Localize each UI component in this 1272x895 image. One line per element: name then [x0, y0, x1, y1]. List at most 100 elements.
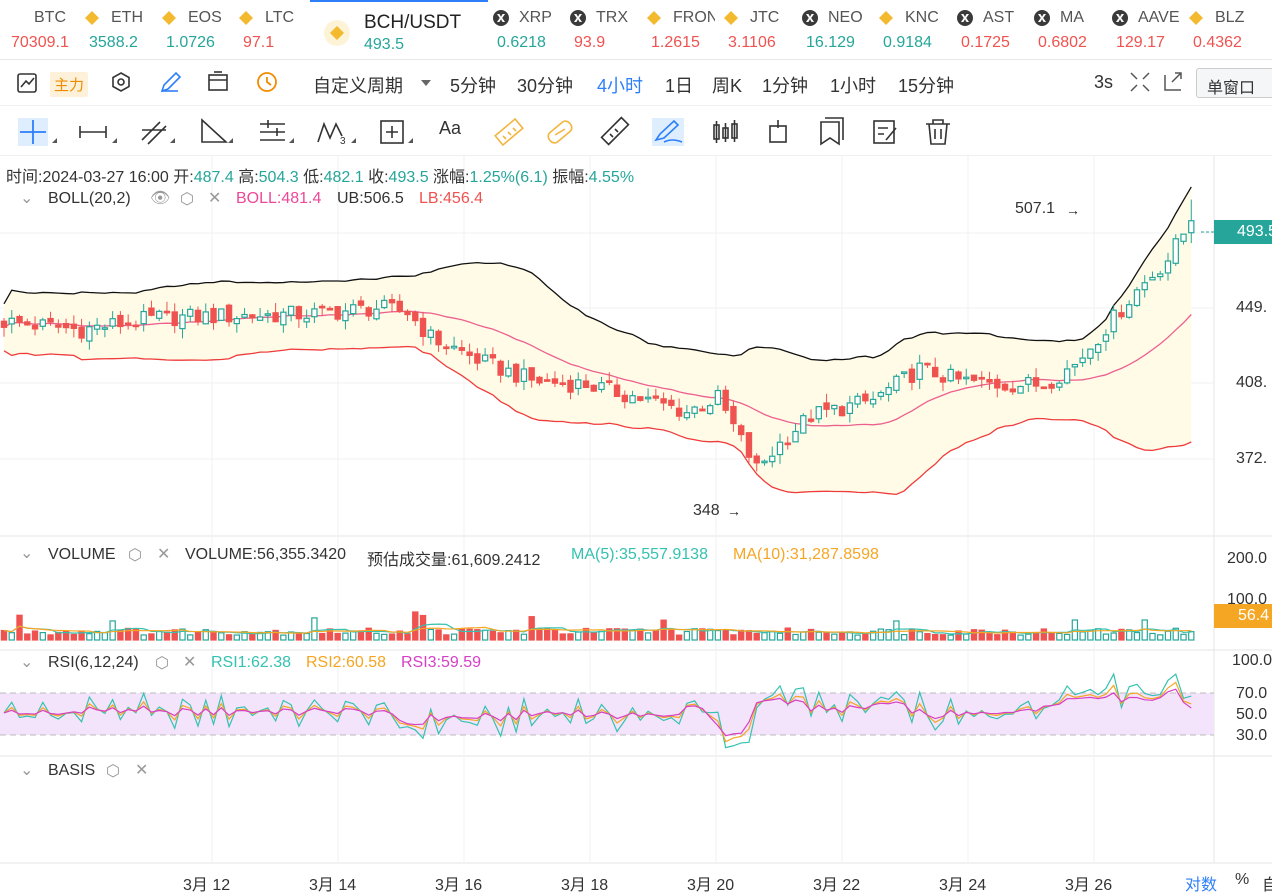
exchange-coin-icon	[957, 10, 973, 26]
ticker-xrp[interactable]: XRP 0.6218	[493, 0, 574, 59]
volume-bar	[396, 630, 403, 641]
time-axis-label: 3月 12	[183, 877, 231, 894]
period-tab[interactable]: 4小时	[597, 76, 644, 96]
collapse-basis-icon[interactable]: ⌄	[20, 762, 34, 779]
volume-close-icon[interactable]: ✕	[157, 546, 171, 563]
boll-close-icon[interactable]: ✕	[208, 190, 222, 207]
add-indicator-icon[interactable]	[380, 120, 413, 144]
period-tab[interactable]: 1日	[665, 76, 694, 96]
volume-bar	[148, 633, 155, 641]
ticker-front[interactable]: FRONT 1.2615	[647, 0, 728, 59]
amplitude-value: 4.55%	[588, 169, 635, 186]
layout-icon[interactable]	[208, 71, 228, 91]
trash-icon[interactable]	[926, 119, 950, 145]
candles-icon[interactable]	[713, 120, 738, 143]
ticker-eos[interactable]: EOS 1.0726	[162, 0, 243, 59]
window-mode-select[interactable]: 单窗口	[1196, 68, 1272, 98]
period-tab[interactable]: 1小时	[830, 76, 877, 96]
clock-icon[interactable]	[257, 72, 277, 92]
volume-bar	[1048, 631, 1055, 641]
rsi-close-icon[interactable]: ✕	[183, 654, 197, 671]
candle-body	[1110, 309, 1117, 333]
candle-body	[1048, 383, 1055, 389]
measure-icon[interactable]	[600, 116, 630, 146]
time-axis-label: 3月 26	[1065, 877, 1113, 894]
draw-pen-icon[interactable]	[652, 118, 684, 146]
ticker-ltc[interactable]: LTC 97.1	[239, 0, 320, 59]
volume-bar	[970, 629, 978, 641]
candle-body	[900, 371, 908, 375]
pen-icon[interactable]	[160, 71, 182, 93]
basis-close-icon[interactable]: ✕	[135, 762, 149, 779]
refresh-interval[interactable]: 3s	[1094, 72, 1114, 92]
period-tab[interactable]: 1分钟	[762, 76, 809, 96]
fibonacci-icon[interactable]	[260, 120, 294, 143]
basis-settings-icon[interactable]: ⬡	[106, 763, 120, 780]
volume-bar	[582, 627, 590, 641]
ticker-knc[interactable]: KNC 0.9184	[879, 0, 960, 59]
candle-body	[140, 310, 147, 325]
wave-icon[interactable]: 3	[317, 121, 356, 147]
ticker-eth[interactable]: ETH 3588.2	[85, 0, 166, 59]
parallel-lines-icon[interactable]	[141, 121, 175, 145]
ticker-trx[interactable]: TRX 93.9	[570, 0, 651, 59]
candle-body	[1157, 273, 1164, 278]
fullscreen-icon[interactable]	[1130, 72, 1150, 92]
crosshair-icon[interactable]	[18, 118, 57, 146]
collapse-rsi-icon[interactable]: ⌄	[20, 654, 34, 671]
volume-bar	[792, 633, 799, 641]
candle-body	[365, 307, 372, 317]
expand-icon[interactable]	[1164, 72, 1182, 91]
eye-icon[interactable]: 👁	[150, 190, 171, 207]
ticker-ma[interactable]: MA 0.6802	[1034, 0, 1115, 59]
collapse-volume-icon[interactable]: ⌄	[20, 545, 34, 562]
horizontal-line-icon[interactable]	[79, 126, 117, 143]
period-tab[interactable]: 5分钟	[450, 76, 497, 96]
period-tab[interactable]: 15分钟	[898, 76, 955, 96]
settings-icon[interactable]	[112, 72, 130, 92]
log-scale-toggle[interactable]: 对数	[1185, 877, 1218, 894]
candle-body	[699, 408, 706, 412]
candle-body	[373, 308, 380, 320]
line-chart-icon[interactable]	[17, 73, 37, 93]
period-tab[interactable]: 周K	[712, 76, 743, 96]
ticker-jtc[interactable]: JTC 3.1106	[724, 0, 805, 59]
candle-body	[1133, 289, 1141, 307]
text-tool[interactable]: Aa	[439, 118, 462, 138]
note-icon[interactable]	[873, 120, 897, 144]
volume-bar	[450, 633, 458, 641]
period-tab[interactable]: 30分钟	[517, 76, 574, 96]
ticker-aave[interactable]: AAVE 129.17	[1112, 0, 1193, 59]
bookmark-icon[interactable]	[820, 117, 844, 146]
triangle-icon[interactable]	[201, 118, 233, 143]
volume-bar	[427, 628, 435, 641]
boll-settings-icon[interactable]: ⬡	[180, 191, 194, 208]
ticker-symbol: BLZ	[1215, 9, 1245, 26]
boll-mid-line	[3, 310, 1192, 427]
candle-body	[78, 326, 85, 339]
ticker-bch-usdt[interactable]: BCH/USDT 493.5	[310, 0, 488, 59]
volume-settings-icon[interactable]: ⬡	[128, 547, 142, 564]
main-force-chip[interactable]: 主力	[50, 72, 89, 97]
ticker-btc[interactable]: BTC 70309.1	[11, 0, 89, 59]
ticker-blz[interactable]: BLZ 0.4362	[1189, 0, 1270, 59]
candle-body	[1141, 282, 1148, 291]
ticker-symbol: NEO	[828, 9, 863, 26]
candle-body	[1025, 376, 1032, 385]
custom-period-select[interactable]: 自定义周期	[313, 76, 403, 96]
ruler-icon-2[interactable]	[546, 119, 574, 145]
candle-body	[582, 380, 590, 389]
ruler-icon-1[interactable]	[494, 117, 524, 147]
ticker-price: 0.6218	[497, 34, 546, 51]
percent-toggle[interactable]: %	[1235, 871, 1250, 888]
dropdown-caret-icon[interactable]	[421, 80, 431, 86]
candle-body	[109, 318, 116, 327]
ticker-ast[interactable]: AST 0.1725	[957, 0, 1038, 59]
auto-toggle[interactable]: 自	[1262, 877, 1272, 894]
binance-coin-icon	[879, 11, 893, 25]
ticker-neo[interactable]: NEO 16.129	[802, 0, 883, 59]
lock-icon[interactable]	[769, 120, 787, 143]
collapse-boll-icon[interactable]: ⌄	[20, 190, 34, 207]
rsi-settings-icon[interactable]: ⬡	[155, 655, 169, 672]
